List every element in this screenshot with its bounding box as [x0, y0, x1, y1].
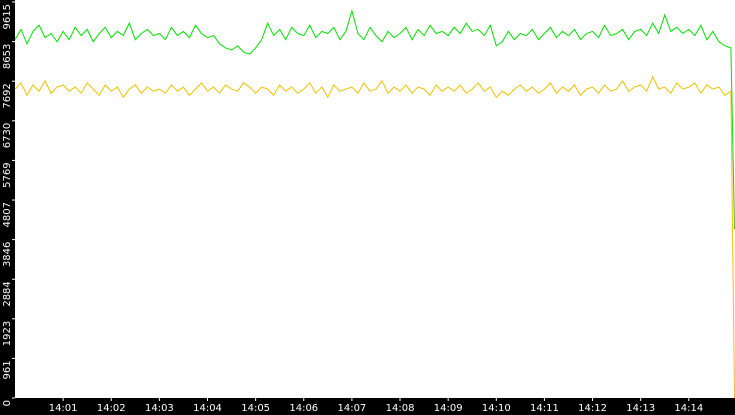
x-tick-label: 14:10 — [482, 403, 511, 414]
y-tick-label: 0 — [2, 400, 13, 406]
x-tick-label: 14:02 — [97, 403, 126, 414]
x-tick-label: 14:11 — [530, 403, 559, 414]
y-tick-label: 6730 — [2, 123, 13, 148]
x-tick-label: 14:12 — [578, 403, 607, 414]
y-tick-label: 5769 — [2, 162, 13, 187]
y-tick-label: 2884 — [2, 281, 13, 306]
y-tick-label: 961 — [2, 360, 13, 379]
y-tick-label: 9615 — [2, 4, 13, 29]
y-tick-label: 8653 — [2, 44, 13, 69]
series-line — [14, 8, 735, 230]
y-tick-label: 7692 — [2, 83, 13, 108]
y-tick-label: 3846 — [2, 242, 13, 267]
x-tick-label: 14:09 — [434, 403, 463, 414]
series-line — [14, 75, 735, 399]
y-tick-label: 1923 — [2, 321, 13, 346]
x-tick-label: 14:01 — [49, 403, 78, 414]
x-tick-label: 14:05 — [241, 403, 270, 414]
x-tick-label: 14:07 — [337, 403, 366, 414]
plot-area — [15, 0, 735, 398]
x-tick-label: 14:08 — [386, 403, 415, 414]
x-tick-label: 14:03 — [145, 403, 174, 414]
x-tick-label: 14:04 — [193, 403, 222, 414]
x-tick-label: 14:06 — [289, 403, 318, 414]
y-tick-label: 4807 — [2, 202, 13, 227]
x-tick-label: 14:14 — [674, 403, 703, 414]
x-tick-label: 14:13 — [626, 403, 655, 414]
